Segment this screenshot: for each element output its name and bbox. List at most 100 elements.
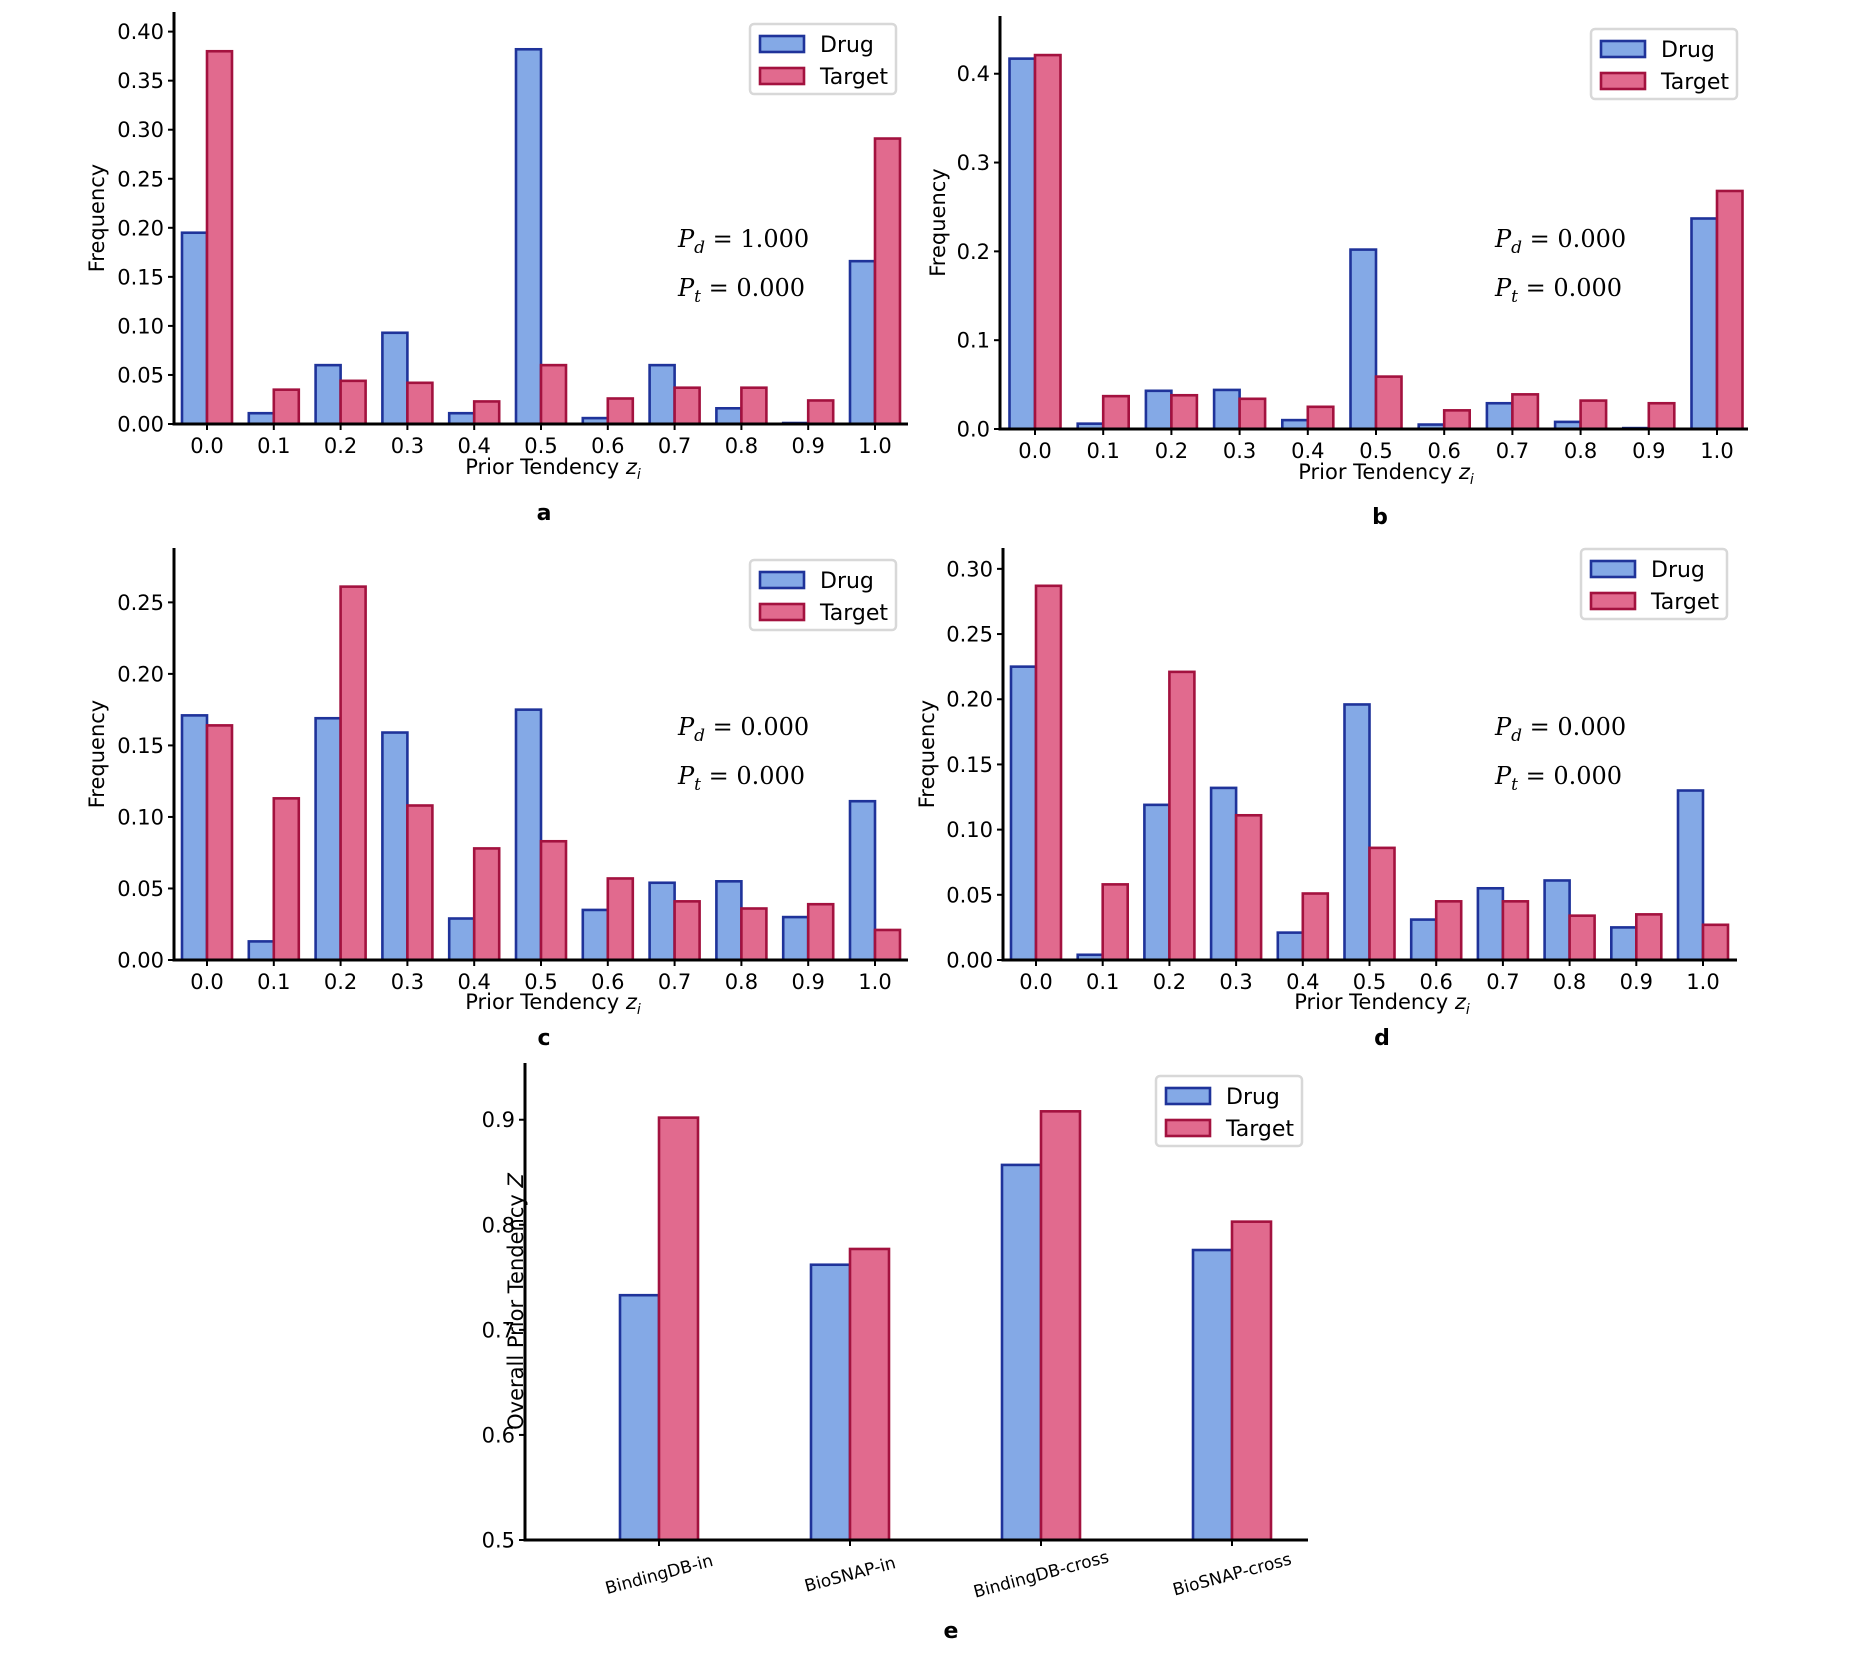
x-axis-label-text: Prior Tendency [1294,990,1455,1014]
x-axis-label-text: Prior Tendency [1298,460,1459,484]
bar-target-0.3 [1238,397,1267,431]
bar-target-BindingDB-in [657,1116,700,1542]
x-tick-label: 0.4 [1291,439,1324,463]
x-tick-label: 0.8 [725,434,758,458]
bar-drug-0.7 [648,881,676,962]
annotation-value: = 1.000 [705,225,809,253]
bar-target-0.6 [1434,900,1463,962]
x-tick-label: 0.6 [1427,439,1460,463]
annotation-sub: d [1511,726,1522,746]
bar-target-0.9 [1647,401,1676,431]
legend: Drug Target [748,22,898,96]
y-tick-label: 0.6 [482,1423,515,1447]
panel-label: e [944,1619,959,1644]
bar-target-0.3 [406,804,434,962]
bar-target-0.0 [1034,584,1063,962]
x-tick-label: 0.9 [791,970,824,994]
annotation-pd: Pd = 0.000 [1494,713,1626,746]
bar-target-0.0 [205,724,234,962]
x-axis-label-var: z [1458,460,1471,484]
bar-target-0.8 [1568,914,1596,962]
x-axis-label-var: z [625,455,638,479]
x-tick-label: 0.9 [1620,970,1653,994]
chart-panel-e: 0.5 0.6 0.7 0.8 0.9 BindingDB-in BioSNAP-in Bin… [482,1063,1308,1644]
x-tick-label: 0.5 [1359,439,1392,463]
legend-swatch-drug [758,570,806,590]
x-axis-label-text: Prior Tendency [465,990,626,1014]
x-tick-label: 0.3 [1219,970,1252,994]
x-tick-label: 0.8 [1553,970,1586,994]
x-tick-label: 0.6 [591,970,624,994]
bar-drug-0.3 [1209,786,1238,962]
bar-drug-0.5 [514,47,543,426]
legend-swatch-target [758,602,806,622]
bar-drug-0.3 [381,731,409,962]
chart-panel-d: 0.00 0.05 0.10 0.15 0.20 0.25 0.30 0.0 0.1 0.2 0.3… [915,547,1737,1051]
bar-drug-0.6 [581,908,610,962]
bar-target-0.4 [472,847,501,962]
legend: Drug Target [1154,1074,1304,1148]
annotation-value: = 0.000 [1518,762,1622,790]
bar-drug-0.5 [1349,248,1378,431]
bar-drug-0.9 [1610,926,1638,962]
x-tick-label: BindingDB-cross [971,1547,1111,1602]
y-tick-label: 0.10 [117,805,164,829]
annotation-pt: Pt = 0.000 [1494,762,1622,795]
bar-target-0.5 [539,363,568,426]
bar-target-0.4 [1301,892,1330,962]
annotation-value: = 0.000 [1522,225,1626,253]
y-tick-label: 0.00 [117,413,164,437]
bar-drug-0.7 [1485,401,1514,431]
y-tick-label: 0.15 [946,753,993,777]
bar-drug-BindingDB-in [618,1293,661,1542]
annotation-pt: Pt = 0.000 [1494,274,1622,307]
x-tick-label: 0.7 [658,970,691,994]
x-tick-label: 0.4 [457,434,490,458]
chart-panel-c: 0.00 0.05 0.10 0.15 0.20 0.25 0.0 0.1 0.2 0.3 0.4 0… [85,548,908,1051]
bar-target-0.1 [272,388,301,426]
panel-label: c [537,1026,550,1051]
y-axis-label-text: Overall Prior Tendency [504,1188,528,1430]
legend-label-target: Target [1650,590,1719,615]
legend: Drug Target [1589,27,1739,101]
y-tick-label: 0.9 [482,1108,515,1132]
y-tick-label: 0.25 [117,167,164,191]
x-tick-label: 0.6 [1419,970,1452,994]
y-axis-label: Frequency [85,700,109,809]
bar-target-1.0 [873,137,902,426]
bar-drug-0.2 [314,716,342,962]
bar-target-1.0 [1715,189,1744,431]
x-tick-label: 0.0 [190,970,223,994]
bar-drug-0.4 [447,411,476,426]
x-tick-label: 0.4 [1286,970,1319,994]
legend-swatch-drug [1164,1086,1212,1106]
annotation-symbol: P [677,713,695,741]
annotation-sub: d [694,726,705,746]
bar-drug-0.8 [715,406,743,426]
annotation-symbol: P [677,225,695,253]
legend-swatch-target [1164,1118,1212,1138]
legend-label-target: Target [1225,1117,1294,1142]
annotation-sub: d [1511,238,1522,258]
y-tick-label: 0.7 [482,1318,515,1342]
x-tick-label: 0.1 [1086,970,1119,994]
bar-drug-BindingDB-cross [1000,1163,1043,1542]
annotation-value: = 0.000 [701,274,805,302]
x-tick-label: 0.3 [1223,439,1256,463]
bar-drug-0.3 [1212,388,1241,431]
x-tick-label: 0.5 [524,970,557,994]
bar-drug-0.7 [1476,886,1505,962]
panel-label: d [1374,1026,1390,1051]
bar-target-0.6 [606,877,635,962]
bar-drug-1.0 [1690,217,1719,431]
legend-swatch-target [1599,71,1647,91]
x-tick-label: 1.0 [858,434,891,458]
y-axis-label-var: Z [504,1173,528,1189]
y-tick-label: 0.4 [957,62,990,86]
x-tick-label: 0.2 [324,434,357,458]
legend-swatch-target [758,66,806,86]
bar-drug-0.0 [180,714,209,962]
bar-drug-1.0 [848,259,877,426]
bar-drug-0.4 [1276,931,1305,962]
bar-drug-1.0 [848,799,877,962]
